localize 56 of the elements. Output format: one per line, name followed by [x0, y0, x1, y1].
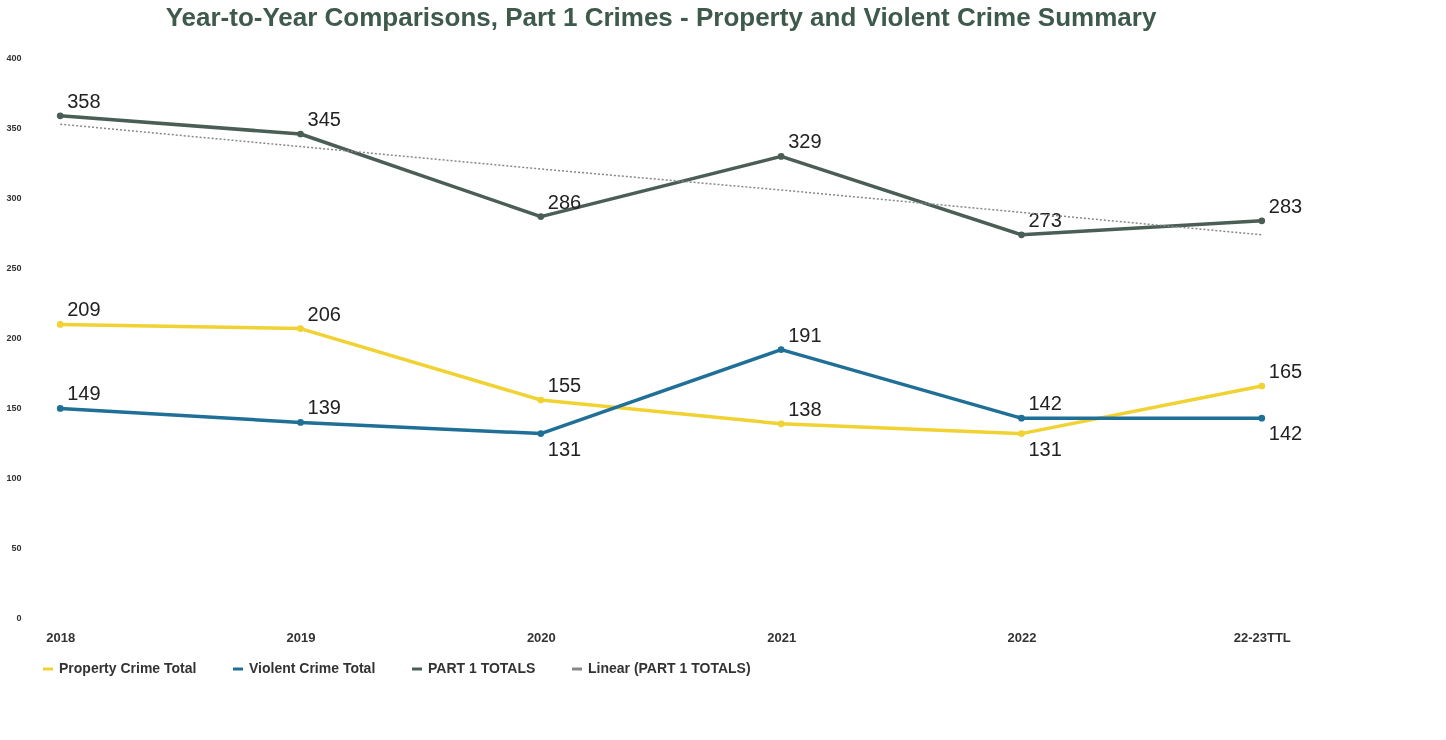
point: [777, 420, 785, 428]
x-tick-label: 2020: [526, 629, 556, 645]
data-label: 142: [1268, 422, 1303, 445]
data-label: 138: [788, 397, 822, 420]
data-label: 345: [307, 108, 341, 130]
point: [56, 112, 64, 120]
y-tick-label: 150: [6, 402, 22, 413]
legend-label: PART 1 TOTALS: [428, 660, 536, 676]
data-label: 142: [1028, 392, 1062, 415]
point: [297, 419, 304, 426]
x-tick-label: 2019: [286, 629, 316, 645]
data-label: 286: [547, 190, 582, 213]
data-label: 209: [67, 298, 101, 321]
data-label: 206: [307, 302, 341, 325]
y-tick-label: 100: [6, 472, 22, 483]
data-label: 358: [67, 89, 101, 112]
legend-label: Property Crime Total: [59, 660, 197, 676]
legend-label: Violent Crime Total: [249, 660, 376, 676]
point: [1258, 382, 1266, 390]
y-tick-label: 400: [6, 52, 22, 63]
point: [56, 405, 64, 412]
x-tick-label: 2018: [46, 629, 76, 645]
point: [777, 153, 785, 160]
point: [1258, 217, 1266, 225]
point: [1018, 414, 1025, 422]
point: [537, 213, 545, 220]
data-label: 283: [1268, 194, 1303, 217]
y-tick-label: 300: [6, 192, 22, 203]
x-tick-label: 2022: [1007, 629, 1037, 645]
point: [297, 325, 304, 332]
y-tick-label: 0: [16, 612, 22, 623]
data-label: 155: [547, 374, 582, 396]
data-label: 165: [1268, 360, 1303, 382]
point: [777, 346, 785, 353]
data-label: 149: [67, 382, 101, 405]
y-tick-label: 200: [6, 332, 22, 343]
y-tick-label: 250: [6, 262, 22, 273]
chart-title: Year-to-Year Comparisons, Part 1 Crimes - Property and Violent Crime Summary: [165, 2, 1157, 32]
x-tick-label: 2021: [767, 629, 797, 645]
x-tick-label: 22-23TTL: [1233, 629, 1291, 645]
point: [537, 430, 545, 437]
data-label: 191: [788, 323, 822, 346]
data-label: 131: [1028, 437, 1062, 460]
point: [1018, 430, 1025, 437]
data-label: 131: [547, 437, 582, 460]
point: [1258, 414, 1266, 422]
data-label: 273: [1028, 208, 1062, 231]
data-label: 329: [788, 130, 822, 153]
point: [1018, 231, 1025, 239]
point: [537, 396, 545, 404]
data-label: 139: [307, 396, 341, 419]
legend-label: Linear (PART 1 TOTALS): [588, 660, 751, 676]
point: [56, 321, 64, 328]
y-tick-label: 50: [11, 542, 22, 553]
point: [297, 130, 304, 138]
y-tick-label: 350: [6, 122, 22, 133]
